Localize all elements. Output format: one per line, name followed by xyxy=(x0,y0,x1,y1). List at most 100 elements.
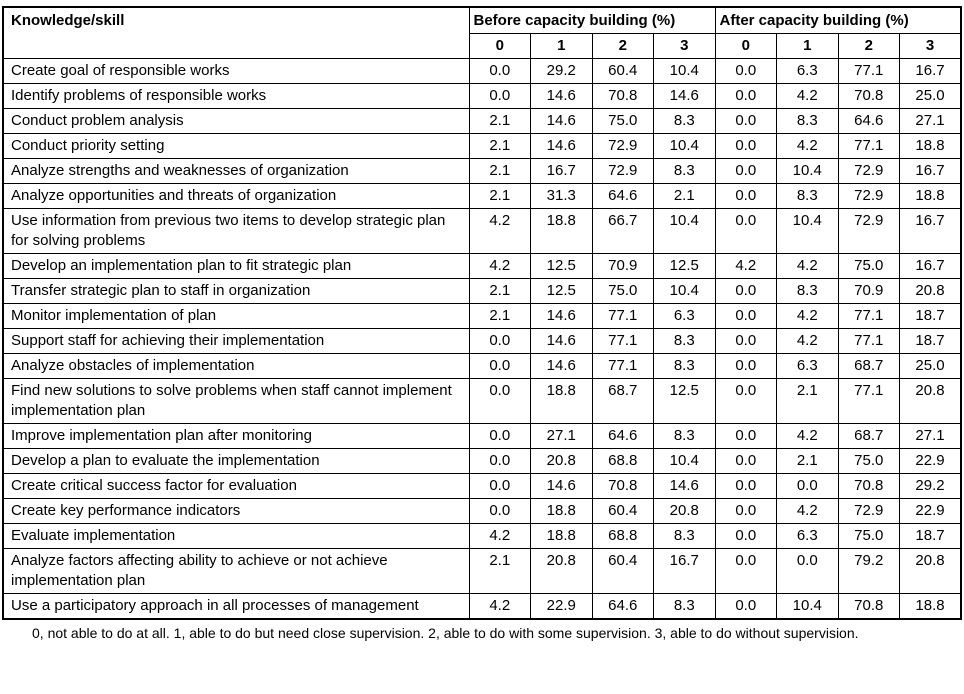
before-score-3-cell: 8.3 xyxy=(653,158,716,184)
before-score-0-cell: 2.1 xyxy=(468,133,531,159)
before-score-0-cell: 0.0 xyxy=(468,473,531,499)
before-score-3-cell: 12.5 xyxy=(653,253,716,279)
before-score-2-cell: 68.8 xyxy=(591,448,654,474)
before-score-3-cell: 10.4 xyxy=(653,448,716,474)
before-score-1-cell: 18.8 xyxy=(530,498,593,524)
after-score-0-cell: 0.0 xyxy=(714,108,777,134)
before-score-3-cell: 8.3 xyxy=(653,523,716,549)
before-score-2-cell: 77.1 xyxy=(591,303,654,329)
before-score-1-cell: 27.1 xyxy=(530,423,593,449)
before-score-3-cell: 10.4 xyxy=(653,208,716,254)
before-score-1-cell: 14.6 xyxy=(530,108,593,134)
before-score-1-cell: 18.8 xyxy=(530,378,593,424)
before-score-3-cell: 10.4 xyxy=(653,278,716,304)
table-row: Monitor implementation of plan 2.1 14.6 77.… xyxy=(2,303,962,329)
table-row: Use a participatory approach in all proc… xyxy=(2,593,962,620)
after-score-2-cell: 72.9 xyxy=(837,183,900,209)
row-label: Create goal of responsible works xyxy=(2,58,470,84)
row-label: Support staff for achieving their implem… xyxy=(2,328,470,354)
after-score-2-cell: 79.2 xyxy=(837,548,900,594)
row-label: Analyze obstacles of implementation xyxy=(2,353,470,379)
before-score-0-cell: 0.0 xyxy=(468,498,531,524)
after-score-2-cell: 70.8 xyxy=(837,593,900,620)
before-score-0-cell: 0.0 xyxy=(468,83,531,109)
before-score-1-cell: 18.8 xyxy=(530,523,593,549)
after-score-0-cell: 0.0 xyxy=(714,473,777,499)
col-group-before-capacity-building: Before capacity building (%) xyxy=(468,6,716,34)
after-score-3-cell: 16.7 xyxy=(899,208,962,254)
before-score-1-cell: 20.8 xyxy=(530,448,593,474)
before-score-1-cell: 16.7 xyxy=(530,158,593,184)
before-score-1-cell: 29.2 xyxy=(530,58,593,84)
row-label: Analyze factors affecting ability to ach… xyxy=(2,548,470,594)
score-level-after-0: 0 xyxy=(714,33,777,59)
after-score-2-cell: 75.0 xyxy=(837,253,900,279)
before-score-2-cell: 68.8 xyxy=(591,523,654,549)
before-score-3-cell: 6.3 xyxy=(653,303,716,329)
before-score-2-cell: 75.0 xyxy=(591,108,654,134)
after-score-1-cell: 4.2 xyxy=(776,328,839,354)
after-score-3-cell: 22.9 xyxy=(899,498,962,524)
after-score-0-cell: 0.0 xyxy=(714,83,777,109)
after-score-2-cell: 64.6 xyxy=(837,108,900,134)
row-label: Evaluate implementation xyxy=(2,523,470,549)
after-score-2-cell: 77.1 xyxy=(837,58,900,84)
table-row: Develop a plan to evaluate the implement… xyxy=(2,448,962,474)
before-score-3-cell: 14.6 xyxy=(653,473,716,499)
after-score-1-cell: 2.1 xyxy=(776,378,839,424)
after-score-1-cell: 4.2 xyxy=(776,423,839,449)
after-score-2-cell: 77.1 xyxy=(837,303,900,329)
before-score-3-cell: 10.4 xyxy=(653,58,716,84)
before-score-0-cell: 0.0 xyxy=(468,328,531,354)
row-label: Use information from previous two items … xyxy=(2,208,470,254)
after-score-0-cell: 0.0 xyxy=(714,523,777,549)
score-level-after-3: 3 xyxy=(899,33,962,59)
after-score-1-cell: 4.2 xyxy=(776,133,839,159)
before-score-1-cell: 14.6 xyxy=(530,83,593,109)
before-score-0-cell: 0.0 xyxy=(468,448,531,474)
after-score-3-cell: 29.2 xyxy=(899,473,962,499)
table-row: Conduct priority setting 2.1 14.6 72.9 10.4 0… xyxy=(2,133,962,159)
before-score-0-cell: 0.0 xyxy=(468,378,531,424)
table-row: Support staff for achieving their implem… xyxy=(2,328,962,354)
before-score-3-cell: 8.3 xyxy=(653,328,716,354)
table-row: Use information from previous two items … xyxy=(2,208,962,254)
before-score-0-cell: 0.0 xyxy=(468,58,531,84)
table-row: Analyze obstacles of implementation 0.0 14… xyxy=(2,353,962,379)
after-score-1-cell: 4.2 xyxy=(776,498,839,524)
after-score-2-cell: 68.7 xyxy=(837,423,900,449)
before-score-1-cell: 18.8 xyxy=(530,208,593,254)
after-score-0-cell: 0.0 xyxy=(714,303,777,329)
score-level-before-3: 3 xyxy=(653,33,716,59)
before-score-2-cell: 72.9 xyxy=(591,133,654,159)
before-score-2-cell: 70.8 xyxy=(591,473,654,499)
before-score-1-cell: 14.6 xyxy=(530,328,593,354)
after-score-0-cell: 0.0 xyxy=(714,133,777,159)
page: Knowledge/skill Before capacity building… xyxy=(2,6,962,641)
after-score-2-cell: 72.9 xyxy=(837,208,900,254)
after-score-0-cell: 0.0 xyxy=(714,58,777,84)
after-score-3-cell: 20.8 xyxy=(899,378,962,424)
after-score-3-cell: 18.7 xyxy=(899,328,962,354)
after-score-2-cell: 77.1 xyxy=(837,133,900,159)
after-score-2-cell: 70.8 xyxy=(837,83,900,109)
after-score-3-cell: 16.7 xyxy=(899,253,962,279)
table-row: Create key performance indicators 0.0 18.8… xyxy=(2,498,962,524)
row-label: Create key performance indicators xyxy=(2,498,470,524)
after-score-1-cell: 10.4 xyxy=(776,208,839,254)
before-score-3-cell: 8.3 xyxy=(653,353,716,379)
after-score-0-cell: 0.0 xyxy=(714,353,777,379)
after-score-2-cell: 70.8 xyxy=(837,473,900,499)
before-score-3-cell: 10.4 xyxy=(653,133,716,159)
after-score-2-cell: 75.0 xyxy=(837,448,900,474)
after-score-3-cell: 27.1 xyxy=(899,108,962,134)
before-score-2-cell: 70.9 xyxy=(591,253,654,279)
before-score-2-cell: 60.4 xyxy=(591,498,654,524)
table-row: Evaluate implementation 4.2 18.8 68.8 8.3 0.0… xyxy=(2,523,962,549)
before-score-0-cell: 4.2 xyxy=(468,593,531,620)
before-score-3-cell: 2.1 xyxy=(653,183,716,209)
after-score-3-cell: 18.8 xyxy=(899,593,962,620)
after-score-0-cell: 0.0 xyxy=(714,593,777,620)
after-score-0-cell: 0.0 xyxy=(714,548,777,594)
table-row: Analyze strengths and weaknesses of orga… xyxy=(2,158,962,184)
